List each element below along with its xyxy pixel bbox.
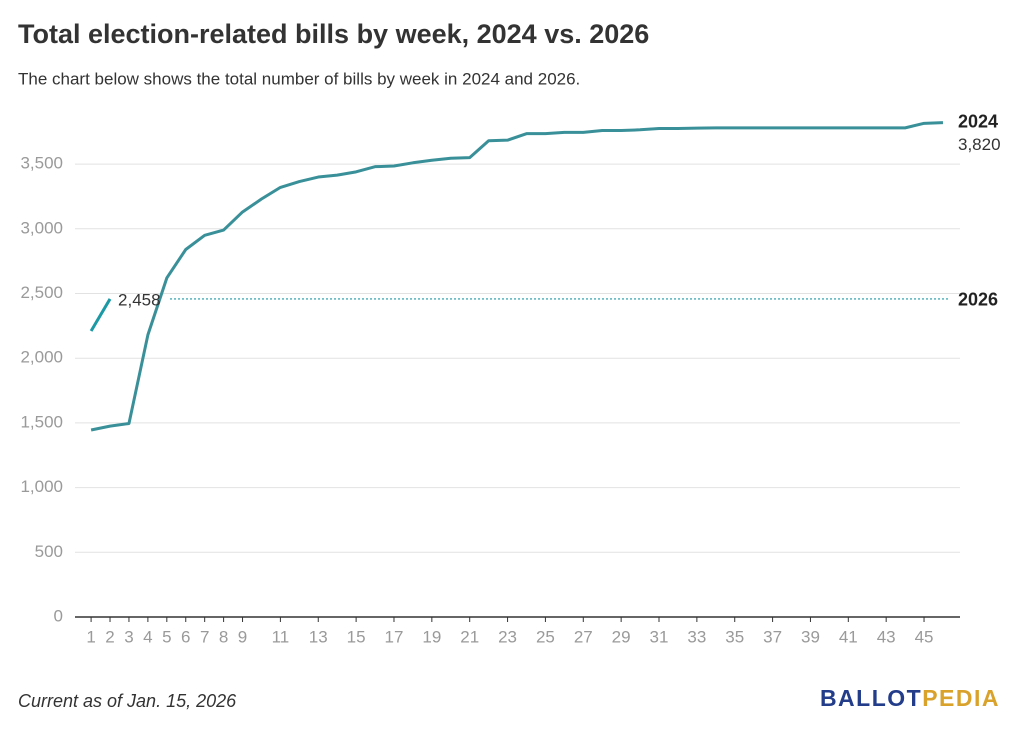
x-tick-label: 13 — [309, 627, 328, 646]
x-tick-label: 5 — [162, 627, 171, 646]
y-tick-label: 3,000 — [20, 218, 63, 237]
y-tick-label: 500 — [35, 542, 63, 561]
x-tick-label: 21 — [460, 627, 479, 646]
x-tick-label: 4 — [143, 627, 152, 646]
x-tick-label: 3 — [124, 627, 133, 646]
x-tick-label: 29 — [612, 627, 631, 646]
x-tick-label: 41 — [839, 627, 858, 646]
series-line — [90, 121, 944, 432]
x-tick-label: 2 — [105, 627, 114, 646]
x-tick-label: 1 — [86, 627, 95, 646]
logo-dark: BALLOT — [820, 685, 922, 711]
series-label: 2024 — [958, 111, 998, 131]
x-tick-label: 19 — [422, 627, 441, 646]
value-label: 2,458 — [118, 290, 161, 309]
y-tick-label: 1,500 — [20, 412, 63, 431]
x-tick-label: 27 — [574, 627, 593, 646]
chart-title: Total election-related bills by week, 20… — [18, 19, 649, 49]
logo-light: PEDIA — [922, 685, 1000, 711]
x-tick-label: 25 — [536, 627, 555, 646]
series-line — [89, 298, 112, 332]
x-tick-label: 31 — [650, 627, 669, 646]
x-tick-label: 37 — [763, 627, 782, 646]
y-tick-label: 2,500 — [20, 283, 63, 302]
x-tick-label: 11 — [272, 627, 290, 646]
x-tick-label: 33 — [687, 627, 706, 646]
x-tick-label: 9 — [238, 627, 247, 646]
x-tick-label: 39 — [801, 627, 820, 646]
y-tick-label: 0 — [54, 606, 63, 625]
series-label: 2026 — [958, 290, 998, 310]
x-tick-label: 6 — [181, 627, 190, 646]
x-tick-label: 45 — [915, 627, 934, 646]
x-tick-label: 35 — [725, 627, 744, 646]
footnote: Current as of Jan. 15, 2026 — [18, 691, 237, 711]
x-tick-label: 15 — [347, 627, 366, 646]
logo: BALLOTPEDIA — [820, 685, 1000, 711]
x-tick-label: 7 — [200, 627, 209, 646]
y-tick-label: 3,500 — [20, 154, 63, 173]
x-tick-label: 17 — [385, 627, 404, 646]
x-tick-label: 43 — [877, 627, 896, 646]
chart-subtitle: The chart below shows the total number o… — [18, 69, 580, 88]
y-tick-label: 1,000 — [20, 477, 63, 496]
value-label: 3,820 — [958, 135, 1001, 154]
x-tick-label: 23 — [498, 627, 517, 646]
x-tick-label: 8 — [219, 627, 228, 646]
y-tick-label: 2,000 — [20, 348, 63, 367]
